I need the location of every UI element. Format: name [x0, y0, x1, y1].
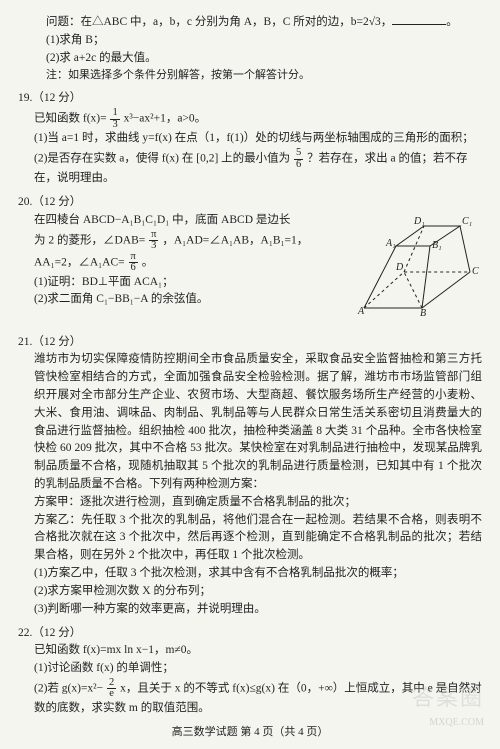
- lbl-B: B: [420, 308, 426, 317]
- lbl-A: A: [357, 306, 365, 317]
- q21-p3: (3)判断哪一种方案的效率更高，并说明理由。: [18, 601, 482, 619]
- edge-BD: [404, 272, 422, 308]
- q21-planB: 方案乙：先任取 3 个批次的乳制品，将他们混合在一起检测。若结果不合格，则表明不…: [18, 512, 482, 565]
- frac-5-6: 56: [294, 148, 303, 170]
- q19-p2-pre: (2)是否存在实数 a，使得 f(x) 在 [0,2] 上的最小值为: [34, 153, 290, 165]
- intro-line2: (1)求角 B；: [46, 32, 482, 50]
- lbl-C1: C₁: [462, 216, 472, 227]
- q19-given-post: x³−ax²+1，a>0。: [124, 113, 207, 125]
- q19: 19.（12 分） 已知函数 f(x)= 13 x³−ax²+1，a>0。 (1…: [18, 90, 482, 187]
- edge-AA1: [364, 246, 396, 308]
- q21-p1: (1)方案乙中，任取 3 个批次检测，求其中含有不合格乳制品批次的概率；: [18, 565, 482, 583]
- q21-para1: 潍坊市为切实保障疫情防控期间全市食品质量安全，采取食品安全监督抽检和第三方托管快…: [18, 351, 482, 494]
- q22-p2: (2)若 g(x)=x²− 2e x，且关于 x 的不等式 f(x)≤g(x) …: [18, 678, 482, 718]
- top-face: [396, 226, 460, 246]
- prism-diagram: A B C D A₁ B₁ C₁ D₁: [352, 212, 482, 324]
- q22-p2-pre: (2)若 g(x)=x²−: [34, 683, 103, 695]
- q20-l2-post: ，A₁AD=∠A₁AB，A₁B₁=1，: [162, 234, 308, 246]
- lbl-A1: A₁: [385, 238, 396, 249]
- lbl-D: D: [395, 262, 404, 273]
- q19-p1: (1)当 a=1 时，求曲线 y=f(x) 在点（1，f(1)）处的切线与两坐标…: [18, 130, 482, 148]
- frac-1-3: 13: [110, 108, 119, 130]
- edge-BB1: [422, 246, 430, 308]
- q21-p2: (2)求方案甲检测次数 X 的分布列；: [18, 583, 482, 601]
- q20-l2-pre: 为 2 的菱形，∠DAB=: [34, 234, 145, 246]
- intro-line3: (2)求 a+2c 的最大值。: [46, 50, 482, 68]
- q20: 20.（12 分） A: [18, 194, 482, 328]
- lbl-C: C: [472, 266, 479, 277]
- intro-line4: 注：如果选择多个条件分别解答，按第一个解答计分。: [46, 67, 482, 84]
- q21-planA: 方案甲：逐批次进行检测，直到确定质量不合格乳制品的批次；: [18, 494, 482, 512]
- exam-page: 问题：在△ABC 中，a，b，c 分别为角 A，B，C 所对的边，b=2√3，。…: [0, 0, 500, 749]
- q22-header: 22.（12 分）: [18, 625, 482, 643]
- q22-p1: (1)讨论函数 f(x) 的单调性；: [18, 660, 482, 678]
- q19-header: 19.（12 分）: [18, 90, 482, 108]
- q19-p2: (2)是否存在实数 a，使得 f(x) 在 [0,2] 上的最小值为 56 ？若…: [18, 148, 482, 188]
- intro-block: 问题：在△ABC 中，a，b，c 分别为角 A，B，C 所对的边，b=2√3，。…: [18, 14, 482, 84]
- frac-pi-3: π3: [149, 230, 158, 252]
- intro-line1-text: 问题：在△ABC 中，a，b，c 分别为角 A，B，C 所对的边，b=2√3，: [46, 16, 392, 28]
- prism-svg: A B C D A₁ B₁ C₁ D₁: [352, 212, 482, 317]
- intro-line1: 问题：在△ABC 中，a，b，c 分别为角 A，B，C 所对的边，b=2√3，。: [46, 14, 482, 32]
- q21: 21.（12 分） 潍坊市为切实保障疫情防控期间全市食品质量安全，采取食品安全监…: [18, 334, 482, 619]
- q20-l3-pre: AA₁=2，∠A₁AC=: [34, 256, 125, 268]
- frac-2-e: 2e: [107, 678, 116, 700]
- lbl-D1: D₁: [413, 216, 425, 227]
- q20-header: 20.（12 分）: [18, 194, 482, 212]
- edge-CC1: [460, 226, 470, 272]
- frac-pi-6: π6: [129, 252, 138, 274]
- q22: 22.（12 分） 已知函数 f(x)=mx ln x−1，m≠0。 (1)讨论…: [18, 625, 482, 718]
- q20-l3-post: 。: [142, 256, 154, 268]
- page-footer: 高三数学试题 第 4 页（共 4 页）: [18, 724, 482, 741]
- q19-given: 已知函数 f(x)= 13 x³−ax²+1，a>0。: [18, 108, 482, 130]
- lbl-B1: B₁: [432, 240, 442, 251]
- q21-header: 21.（12 分）: [18, 334, 482, 352]
- blank-fill: [392, 14, 446, 25]
- q19-given-pre: 已知函数 f(x)=: [34, 113, 107, 125]
- q22-l1: 已知函数 f(x)=mx ln x−1，m≠0。: [18, 642, 482, 660]
